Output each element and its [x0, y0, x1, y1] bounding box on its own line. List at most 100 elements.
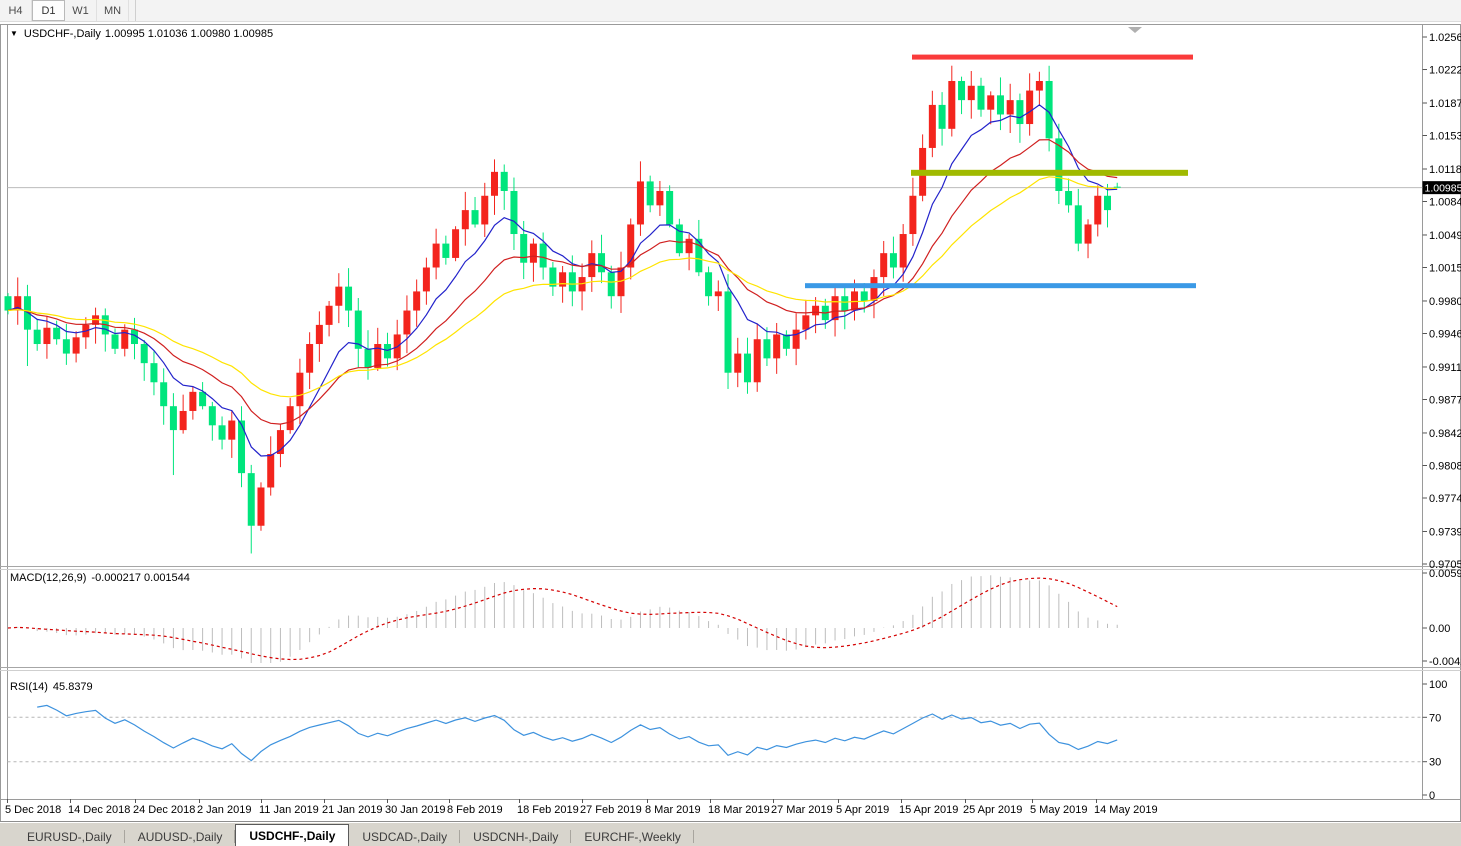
- candle[interactable]: [909, 177, 917, 246]
- candle[interactable]: [559, 265, 567, 303]
- candle[interactable]: [1103, 183, 1111, 228]
- candle[interactable]: [422, 257, 430, 305]
- candle[interactable]: [782, 330, 790, 356]
- candle[interactable]: [773, 323, 781, 374]
- candles[interactable]: [4, 65, 1121, 554]
- candle[interactable]: [14, 277, 22, 325]
- candle[interactable]: [987, 91, 995, 125]
- candle[interactable]: [578, 263, 586, 311]
- candle[interactable]: [889, 236, 897, 279]
- candle[interactable]: [1094, 185, 1102, 237]
- candle[interactable]: [802, 299, 810, 340]
- candle[interactable]: [62, 323, 70, 365]
- macd-indicator[interactable]: [7, 575, 1118, 663]
- candle[interactable]: [160, 368, 168, 425]
- candle[interactable]: [169, 393, 177, 476]
- candle[interactable]: [179, 394, 187, 434]
- candle[interactable]: [938, 92, 946, 146]
- candle[interactable]: [588, 240, 596, 292]
- candle[interactable]: [734, 337, 742, 388]
- candle[interactable]: [364, 330, 372, 380]
- candle[interactable]: [491, 159, 498, 215]
- candle[interactable]: [743, 337, 751, 394]
- timeframe-button-h4[interactable]: H4: [0, 0, 32, 21]
- candle[interactable]: [296, 358, 304, 425]
- candle[interactable]: [218, 416, 226, 450]
- price-scale[interactable]: 1.02560 1.02220 1.01870 1.01530 1.01180 1.008…: [1422, 32, 1461, 802]
- candle[interactable]: [208, 401, 216, 441]
- candle[interactable]: [705, 266, 713, 306]
- candle[interactable]: [656, 180, 664, 216]
- candle[interactable]: [4, 293, 12, 315]
- candle[interactable]: [199, 382, 207, 410]
- candle[interactable]: [33, 319, 41, 351]
- candle[interactable]: [928, 90, 936, 158]
- candle[interactable]: [646, 175, 654, 213]
- candle[interactable]: [111, 328, 119, 355]
- candle[interactable]: [82, 317, 90, 349]
- candle[interactable]: [150, 351, 158, 396]
- candle[interactable]: [481, 182, 489, 238]
- candle[interactable]: [792, 313, 800, 366]
- candle[interactable]: [695, 219, 703, 277]
- candle[interactable]: [598, 234, 606, 284]
- candle[interactable]: [345, 268, 353, 328]
- candle[interactable]: [841, 286, 849, 330]
- date-axis[interactable]: 5 Dec 2018 14 Dec 2018 24 Dec 2018 2 Jan 20…: [5, 799, 1158, 816]
- candle[interactable]: [627, 218, 635, 280]
- candle[interactable]: [140, 339, 148, 381]
- candle[interactable]: [529, 238, 537, 282]
- chart-tab-usdcad-daily[interactable]: USDCAD-,Daily: [349, 827, 461, 846]
- candle[interactable]: [666, 185, 674, 228]
- candle[interactable]: [442, 235, 450, 265]
- timeframe-button-w1[interactable]: W1: [65, 0, 97, 21]
- support-line-olive[interactable]: [911, 169, 1188, 176]
- candle[interactable]: [267, 436, 275, 496]
- candle[interactable]: [92, 307, 100, 344]
- candle[interactable]: [1084, 219, 1092, 259]
- candle[interactable]: [189, 386, 197, 420]
- candle[interactable]: [413, 279, 421, 327]
- chart-tab-eurchf-weekly[interactable]: EURCHF-,Weekly: [571, 827, 694, 846]
- rsi-indicator[interactable]: [7, 704, 1423, 763]
- candle[interactable]: [130, 317, 138, 360]
- candle[interactable]: [753, 323, 761, 392]
- candle[interactable]: [812, 297, 820, 334]
- candle[interactable]: [228, 410, 236, 458]
- candle[interactable]: [510, 177, 518, 250]
- candle[interactable]: [1026, 73, 1034, 136]
- candle[interactable]: [286, 397, 294, 434]
- candle[interactable]: [276, 424, 284, 468]
- candle[interactable]: [238, 406, 246, 488]
- candle[interactable]: [1035, 71, 1043, 106]
- candle[interactable]: [500, 164, 508, 210]
- candle[interactable]: [1074, 188, 1082, 252]
- candle[interactable]: [335, 273, 343, 324]
- candle[interactable]: [549, 262, 557, 296]
- timeframe-button-mn[interactable]: MN: [97, 0, 129, 21]
- candle[interactable]: [354, 298, 362, 368]
- chart-tab-eurusd-daily[interactable]: EURUSD-,Daily: [14, 827, 125, 846]
- candle[interactable]: [315, 311, 323, 362]
- chart-shift-marker-icon[interactable]: [1128, 27, 1142, 33]
- candle[interactable]: [919, 134, 927, 202]
- candle[interactable]: [948, 65, 956, 137]
- candle[interactable]: [461, 191, 469, 246]
- candle[interactable]: [325, 300, 333, 337]
- candle[interactable]: [121, 324, 129, 357]
- candle[interactable]: [617, 251, 625, 313]
- candle[interactable]: [452, 226, 460, 262]
- candle[interactable]: [43, 315, 51, 359]
- candle[interactable]: [685, 234, 693, 271]
- collapse-arrow-icon[interactable]: ▼: [10, 29, 18, 38]
- candle[interactable]: [432, 228, 440, 280]
- candle[interactable]: [636, 161, 644, 236]
- timeframe-button-d1[interactable]: D1: [32, 0, 65, 21]
- chart-tab-audusd-daily[interactable]: AUDUSD-,Daily: [125, 827, 236, 846]
- candle[interactable]: [257, 482, 265, 531]
- candle[interactable]: [374, 327, 382, 371]
- candle[interactable]: [403, 295, 411, 354]
- candle[interactable]: [383, 332, 391, 367]
- candle[interactable]: [1065, 178, 1073, 213]
